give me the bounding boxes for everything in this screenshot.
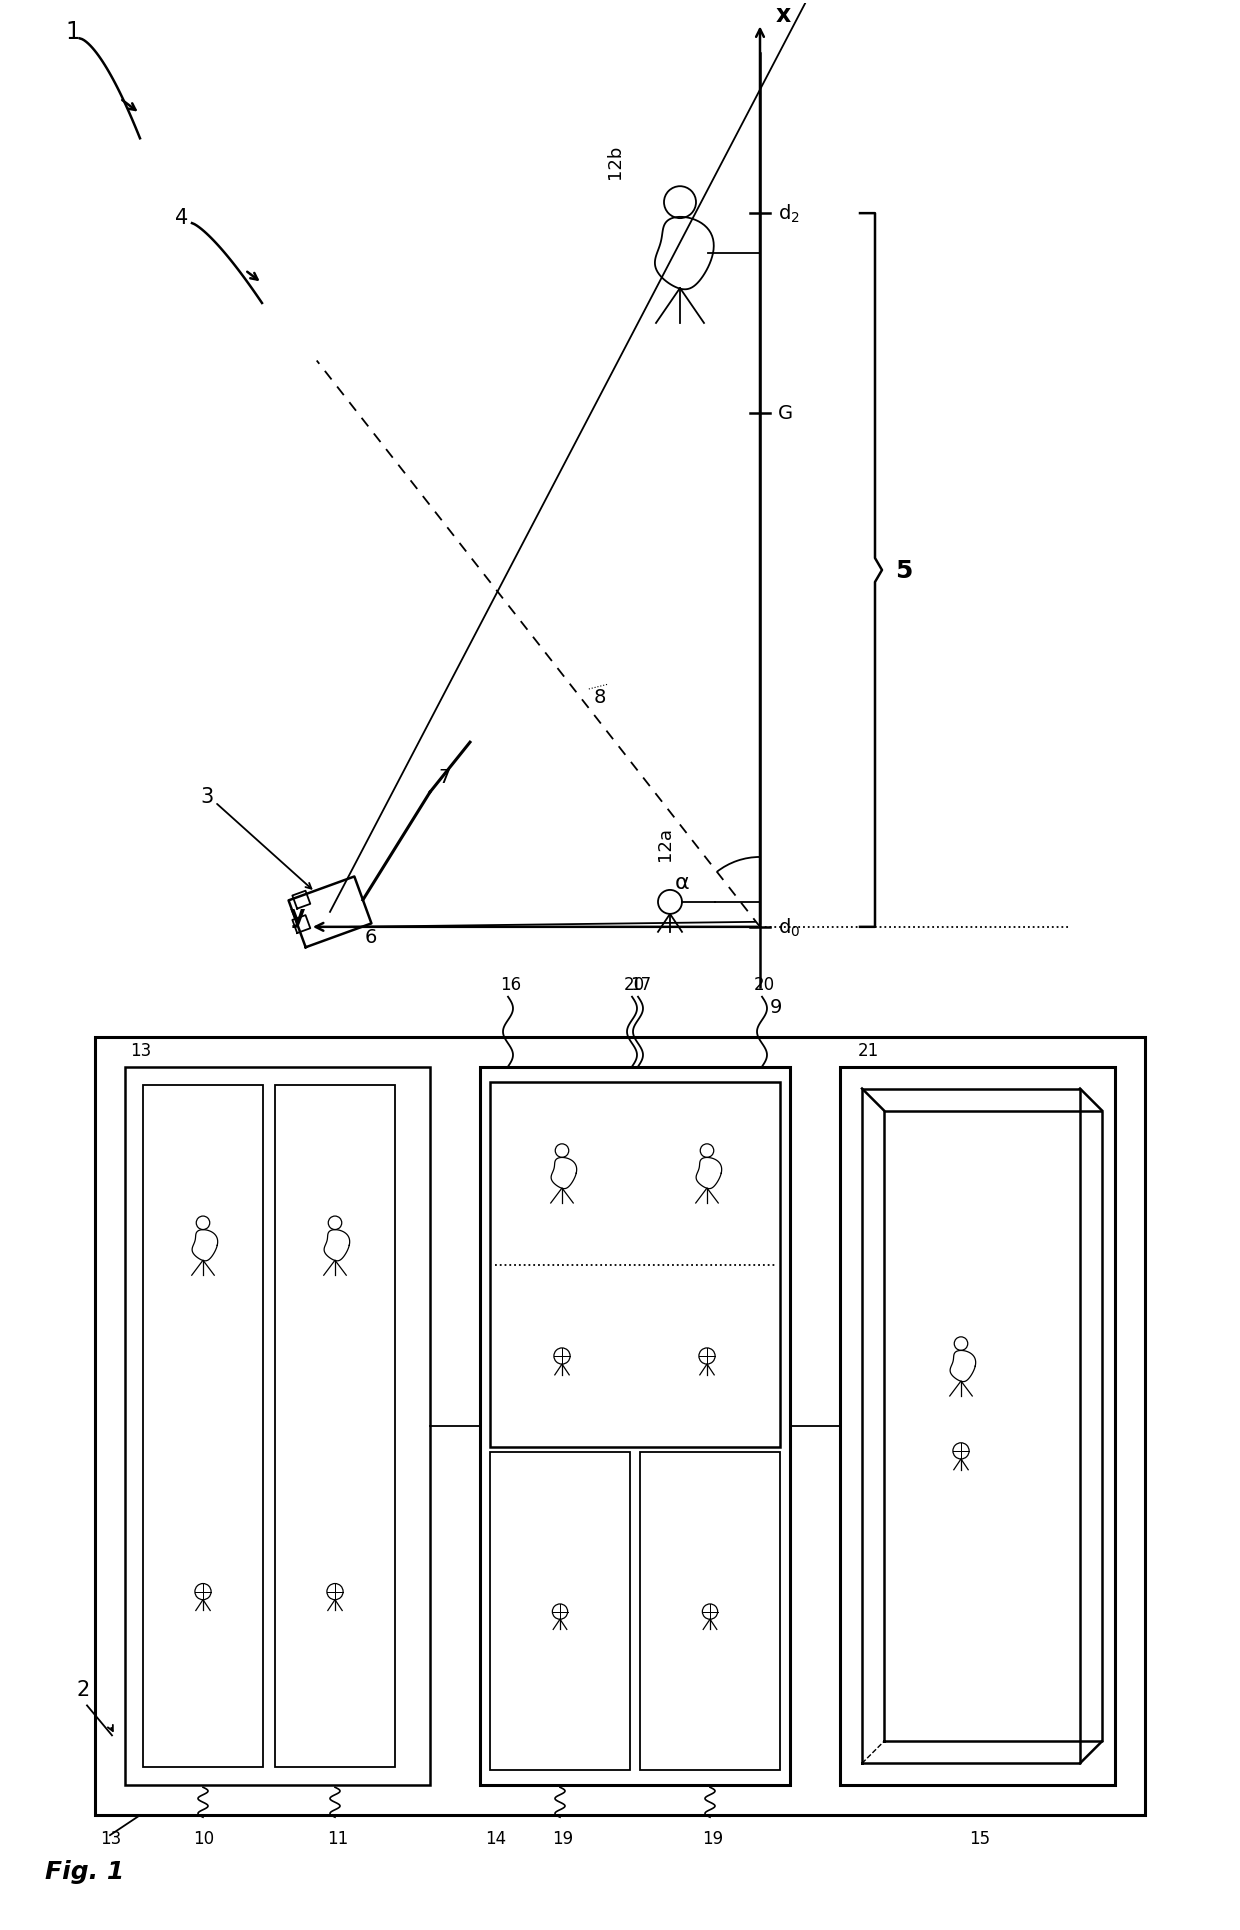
Text: G: G xyxy=(777,403,794,423)
Bar xyxy=(95,1036,1145,1816)
Text: 8: 8 xyxy=(594,689,606,706)
Text: 6: 6 xyxy=(365,926,377,946)
Bar xyxy=(640,1453,780,1770)
Text: 13: 13 xyxy=(100,1830,122,1847)
Text: 16: 16 xyxy=(500,975,521,994)
Text: 21: 21 xyxy=(858,1040,879,1060)
Text: 19: 19 xyxy=(552,1830,573,1847)
Text: 12b: 12b xyxy=(606,145,624,179)
Text: 17: 17 xyxy=(630,975,651,994)
Text: d$_2$: d$_2$ xyxy=(777,203,800,226)
Text: 13: 13 xyxy=(130,1040,151,1060)
Text: Fig. 1: Fig. 1 xyxy=(45,1859,124,1884)
Text: α: α xyxy=(675,872,689,892)
Text: d$_0$: d$_0$ xyxy=(777,917,800,938)
Bar xyxy=(490,1453,630,1770)
Text: x: x xyxy=(776,2,791,27)
Bar xyxy=(480,1067,790,1785)
Text: 7: 7 xyxy=(438,768,450,787)
Text: 9: 9 xyxy=(770,998,782,1017)
Bar xyxy=(839,1067,1115,1785)
Text: y: y xyxy=(290,903,305,928)
Text: 11: 11 xyxy=(327,1830,348,1847)
Text: 2: 2 xyxy=(77,1679,91,1700)
Text: 4: 4 xyxy=(175,208,188,228)
Bar xyxy=(490,1083,780,1448)
Text: 12a: 12a xyxy=(656,826,675,861)
Text: 19: 19 xyxy=(702,1830,723,1847)
Bar xyxy=(125,1067,430,1785)
Text: 20: 20 xyxy=(754,975,775,994)
Text: 1: 1 xyxy=(64,21,79,44)
Text: 5: 5 xyxy=(895,558,913,583)
Text: 10: 10 xyxy=(193,1830,215,1847)
Text: 20: 20 xyxy=(624,975,645,994)
Bar xyxy=(275,1085,396,1768)
Bar xyxy=(143,1085,263,1768)
Text: 15: 15 xyxy=(968,1830,990,1847)
Text: 14: 14 xyxy=(485,1830,506,1847)
Text: 3: 3 xyxy=(200,787,213,807)
